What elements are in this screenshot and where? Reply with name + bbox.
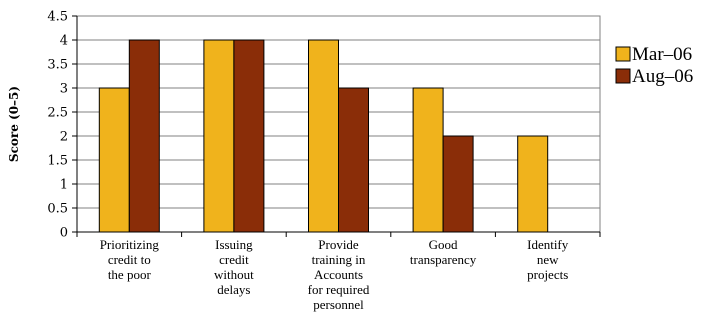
bar-series-2 bbox=[442, 135, 474, 233]
bar-series-2 bbox=[338, 87, 369, 233]
y-tick-label: 2.5 bbox=[47, 106, 68, 121]
y-tick-label: 1.5 bbox=[47, 154, 68, 169]
bar-series-1 bbox=[203, 39, 235, 233]
bars bbox=[98, 39, 549, 233]
legend-swatch bbox=[615, 46, 631, 62]
category-label: Issuing credit without delays bbox=[214, 237, 254, 297]
bar-series-2 bbox=[233, 39, 265, 233]
y-tick-label: 3.5 bbox=[47, 58, 68, 73]
y-tick-label: 0.5 bbox=[47, 202, 68, 217]
y-tick-label: 3 bbox=[60, 82, 68, 97]
bar-series-2 bbox=[128, 39, 160, 233]
category-label: Good transparency bbox=[410, 237, 477, 267]
y-tick-label: 0 bbox=[60, 226, 68, 241]
legend-label: Aug–06 bbox=[632, 66, 693, 87]
bar-series-1 bbox=[308, 39, 339, 233]
category-label: Provide training in Accounts for required pe… bbox=[308, 237, 370, 312]
y-axis-label: Score (0–5) bbox=[7, 86, 21, 162]
y-tick-label: 2 bbox=[60, 130, 68, 145]
y-tick-label: 4 bbox=[60, 34, 68, 49]
bar-series-1 bbox=[98, 87, 130, 233]
category-label: Identify new projects bbox=[527, 237, 569, 282]
y-tick-label: 1 bbox=[60, 178, 68, 193]
bar-series-1 bbox=[412, 87, 444, 233]
x-axis-categories: Prioritizing credit to the poor Issuing cred… bbox=[76, 232, 601, 312]
legend-label: Mar–06 bbox=[632, 44, 692, 65]
bar-series-1 bbox=[517, 135, 549, 233]
category-label: Prioritizing credit to the poor bbox=[100, 237, 160, 282]
y-tick-label: 4.5 bbox=[47, 10, 68, 25]
legend-swatch bbox=[615, 68, 631, 84]
y-axis-ticks: 0 0.5 1 1.5 2 2.5 3 3.5 4 4.5 bbox=[47, 10, 77, 241]
